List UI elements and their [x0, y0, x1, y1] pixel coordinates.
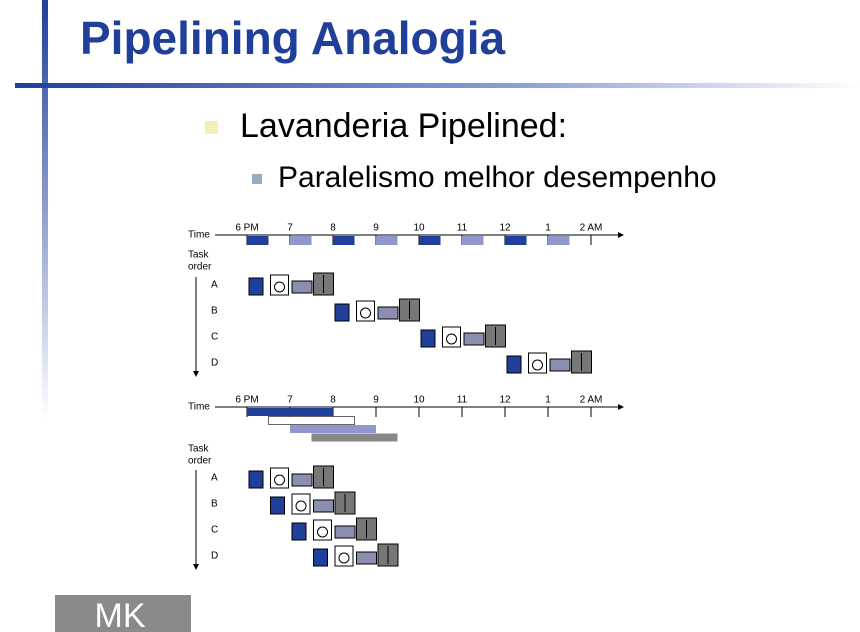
axis-arrow — [618, 404, 624, 410]
task-label: D — [211, 358, 218, 369]
time-slot — [462, 236, 484, 245]
dryer-door — [317, 526, 328, 538]
washer-icon — [313, 548, 328, 567]
time-tick-label: 1 — [545, 223, 551, 234]
time-slot — [333, 236, 355, 245]
task-order-label: Task — [188, 444, 210, 455]
task-order-label: order — [188, 456, 212, 467]
dryer-door — [446, 333, 457, 345]
time-label: Time — [188, 402, 210, 413]
logo-box — [55, 595, 191, 632]
washer-icon — [248, 470, 264, 489]
task-label: C — [211, 525, 218, 536]
time-tick-label: 6 PM — [235, 223, 258, 234]
task-order-label: Task — [188, 250, 210, 261]
dryer-door — [274, 474, 285, 486]
time-tick-label: 2 AM — [580, 223, 603, 234]
task-label: A — [211, 280, 218, 291]
dryer-door — [532, 359, 543, 371]
order-arrow-head — [193, 371, 199, 377]
time-tick-label: 9 — [373, 395, 379, 406]
washer-icon — [334, 303, 350, 322]
time-slot — [247, 236, 269, 245]
left-bar — [42, 0, 48, 420]
sub-bullet-icon — [252, 174, 262, 184]
sub-bullet: Paralelismo melhor desempenho — [278, 161, 717, 194]
folder-icon — [291, 280, 313, 294]
dryer-door — [274, 281, 285, 293]
stage-bar — [290, 425, 376, 433]
time-tick-label: 2 AM — [580, 395, 603, 406]
task-label: B — [211, 499, 218, 510]
washer-icon — [291, 522, 307, 541]
axis-arrow — [618, 232, 624, 238]
time-label: Time — [188, 230, 210, 241]
time-slot — [376, 236, 398, 245]
stage-bar — [311, 433, 398, 442]
order-arrow-head — [193, 564, 199, 570]
bullet: Lavanderia Pipelined: — [240, 107, 567, 145]
time-tick-label: 7 — [287, 223, 293, 234]
task-label: A — [211, 473, 218, 484]
washer-icon — [506, 355, 522, 374]
time-tick-label: 10 — [413, 395, 425, 406]
bullet-icon — [205, 121, 218, 134]
time-tick-label: 9 — [373, 223, 379, 234]
logo: MK — [95, 597, 146, 632]
title-rule — [15, 83, 860, 88]
time-slot — [290, 236, 312, 245]
folder-icon — [549, 358, 571, 372]
folder-icon — [463, 332, 485, 346]
time-tick-label: 8 — [330, 395, 336, 406]
washer-icon — [270, 496, 285, 515]
folder-icon — [356, 551, 377, 565]
time-slot — [505, 236, 527, 245]
title: Pipelining Analogia — [80, 12, 506, 64]
time-tick-label: 12 — [499, 395, 511, 406]
stage-bar — [268, 416, 355, 425]
task-label: C — [211, 332, 218, 343]
time-slot — [419, 236, 441, 245]
time-tick-label: 11 — [457, 223, 468, 234]
folder-icon — [313, 499, 334, 513]
time-tick-label: 11 — [457, 395, 468, 406]
time-tick-label: 8 — [330, 223, 336, 234]
time-tick-label: 6 PM — [235, 395, 258, 406]
dryer-door — [360, 307, 371, 319]
time-tick-label: 1 — [545, 395, 551, 406]
time-slot — [548, 236, 570, 245]
folder-icon — [291, 473, 313, 487]
task-label: D — [211, 551, 218, 562]
stage-bar — [247, 408, 333, 416]
dryer-door — [338, 552, 350, 564]
dryer-door — [295, 500, 307, 512]
time-tick-label: 10 — [413, 223, 425, 234]
folder-icon — [377, 306, 399, 320]
task-label: B — [211, 306, 218, 317]
washer-icon — [420, 329, 436, 348]
folder-icon — [334, 525, 356, 539]
washer-icon — [248, 277, 264, 296]
time-tick-label: 7 — [287, 395, 293, 406]
task-order-label: order — [188, 262, 212, 273]
time-tick-label: 12 — [499, 223, 511, 234]
